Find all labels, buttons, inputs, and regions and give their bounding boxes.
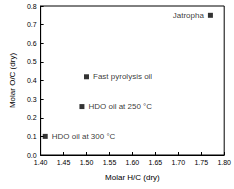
svg-text:0.2: 0.2 — [27, 114, 37, 121]
svg-text:1.80: 1.80 — [217, 159, 231, 166]
svg-text:0.1: 0.1 — [27, 133, 37, 140]
svg-text:1.60: 1.60 — [126, 159, 140, 166]
svg-text:Fast pyrolysis oil: Fast pyrolysis oil — [93, 72, 152, 81]
svg-text:1.55: 1.55 — [103, 159, 117, 166]
svg-text:0.7: 0.7 — [27, 21, 37, 28]
svg-text:Jatropha: Jatropha — [173, 11, 205, 20]
svg-text:1.75: 1.75 — [194, 159, 208, 166]
svg-text:0.6: 0.6 — [27, 40, 37, 47]
svg-text:HDO oil at 250 °C: HDO oil at 250 °C — [88, 102, 152, 111]
svg-text:Molar O/C (dry): Molar O/C (dry) — [8, 53, 17, 108]
svg-text:0.0: 0.0 — [27, 152, 37, 159]
svg-text:0.4: 0.4 — [27, 77, 37, 84]
svg-text:1.50: 1.50 — [80, 159, 94, 166]
svg-text:0.5: 0.5 — [27, 58, 37, 65]
svg-text:1.45: 1.45 — [57, 159, 71, 166]
svg-text:0.8: 0.8 — [27, 3, 37, 10]
svg-text:1.40: 1.40 — [34, 159, 48, 166]
svg-text:1.70: 1.70 — [171, 159, 185, 166]
svg-text:HDO oil at 300 °C: HDO oil at 300 °C — [52, 132, 116, 141]
svg-text:0.3: 0.3 — [27, 96, 37, 103]
svg-text:Molar H/C (dry): Molar H/C (dry) — [105, 173, 160, 182]
svg-text:1.65: 1.65 — [149, 159, 163, 166]
